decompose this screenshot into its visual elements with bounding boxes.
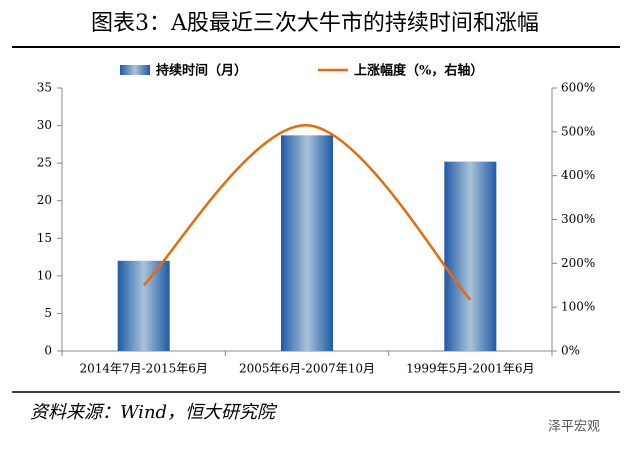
y2-tick-label: 100% bbox=[561, 300, 595, 314]
y2-tick-label: 0% bbox=[561, 344, 580, 358]
y2-tick-label: 300% bbox=[561, 212, 595, 226]
legend-label: 持续时间（月） bbox=[156, 63, 247, 79]
legend-swatch bbox=[120, 65, 150, 75]
y-tick-label: 15 bbox=[37, 231, 52, 245]
x-tick-label: 2005年6月-2007年10月 bbox=[239, 362, 375, 376]
chart-title: 图表3：A股最近三次大牛市的持续时间和涨幅 bbox=[91, 11, 539, 36]
legend-label: 上涨幅度（%，右轴） bbox=[354, 63, 483, 79]
y-tick-label: 35 bbox=[37, 81, 52, 95]
y-tick-label: 20 bbox=[37, 193, 52, 207]
source: 资料来源：Wind，恒大研究院 bbox=[30, 402, 278, 423]
bar bbox=[281, 135, 333, 351]
y2-tick-label: 600% bbox=[561, 81, 595, 95]
bar bbox=[444, 161, 497, 351]
line bbox=[142, 124, 472, 301]
y-tick-label: 10 bbox=[37, 268, 52, 282]
bar bbox=[117, 260, 170, 351]
y-tick-label: 5 bbox=[44, 306, 52, 320]
y-tick-label: 25 bbox=[37, 156, 52, 170]
y2-tick-label: 200% bbox=[561, 256, 595, 270]
y2-tick-label: 400% bbox=[561, 168, 595, 182]
y2-tick-label: 500% bbox=[561, 124, 595, 138]
y-tick-label: 30 bbox=[37, 118, 52, 132]
y-tick-label: 0 bbox=[44, 344, 52, 358]
x-tick-label: 1999年5月-2001年6月 bbox=[406, 362, 534, 376]
x-tick-label: 2014年7月-2015年6月 bbox=[79, 362, 207, 376]
watermark: 泽平宏观 bbox=[548, 420, 600, 435]
